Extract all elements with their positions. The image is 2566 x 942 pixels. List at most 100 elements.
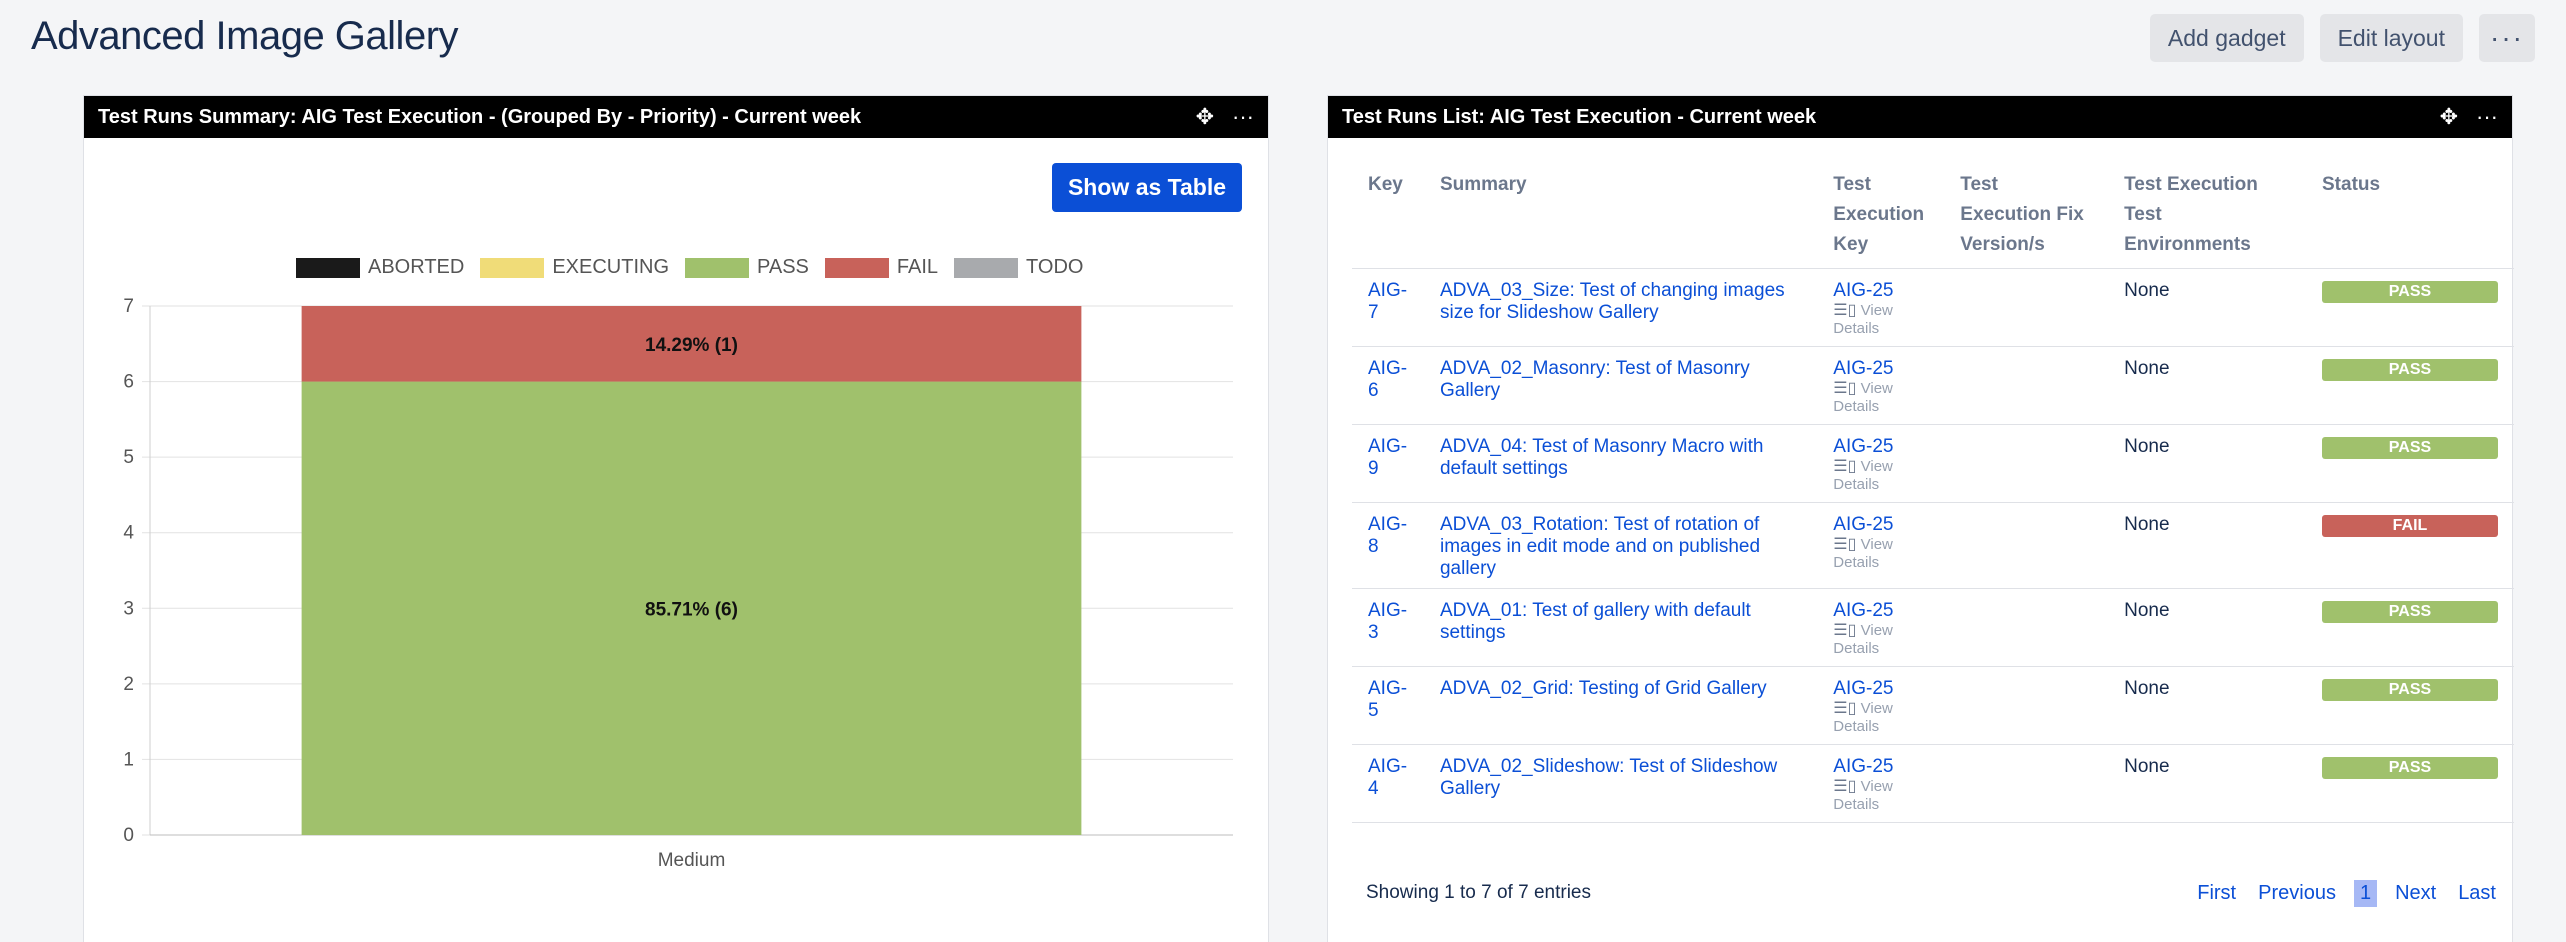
entries-info: Showing 1 to 7 of 7 entries [1366, 882, 1591, 903]
test-summary-link[interactable]: ADVA_01: Test of gallery with default se… [1439, 600, 1751, 643]
details-icon: ☰▯ [1833, 536, 1857, 553]
fix-version-cell [1944, 666, 2109, 745]
y-tick-label: 5 [123, 447, 134, 468]
view-details-link[interactable]: ☰▯ View Details [1833, 622, 1928, 658]
more-actions-button[interactable]: ··· [2479, 14, 2535, 62]
fix-version-cell [1944, 588, 2109, 667]
pager-first[interactable]: First [2197, 882, 2237, 904]
bar-chart: 0 1 2 3 4 5 6 7 85.71% (6) 14.29% (1) Medium [123, 296, 1233, 871]
pagination: First Previous 1 Next Last [2193, 880, 2500, 907]
move-icon[interactable]: ✥ [2439, 104, 2459, 129]
column-header-summary[interactable]: Summary [1439, 174, 1527, 195]
y-tick-label: 2 [123, 674, 134, 695]
environment-cell: None [2108, 346, 2306, 425]
environment-cell: None [2108, 588, 2306, 667]
pager-next[interactable]: Next [2395, 882, 2437, 904]
legend-label: FAIL [896, 256, 939, 278]
test-run-key-link[interactable]: AIG-8 [1368, 514, 1408, 557]
add-gadget-button[interactable]: Add gadget [2149, 14, 2304, 62]
legend-item[interactable]: ABORTED [296, 256, 464, 279]
data-label: 14.29% (1) [645, 335, 738, 356]
view-details-link[interactable]: ☰▯ View Details [1833, 380, 1928, 416]
test-summary-link[interactable]: ADVA_03_Size: Test of changing images si… [1439, 280, 1785, 323]
status-badge: PASS [2322, 281, 2498, 303]
test-summary-link[interactable]: ADVA_04: Test of Masonry Macro with defa… [1439, 436, 1764, 479]
status-badge: PASS [2322, 757, 2498, 779]
bar-segment-pass [301, 381, 1082, 835]
table-row: AIG-4 ADVA_02_Slideshow: Test of Slidesho… [1352, 744, 2514, 823]
test-run-key-link[interactable]: AIG-7 [1368, 280, 1408, 323]
table-row: AIG-3 ADVA_01: Test of gallery with defau… [1352, 588, 2514, 667]
test-run-key-link[interactable]: AIG-5 [1368, 678, 1408, 721]
legend-item[interactable]: TODO [954, 256, 1083, 279]
view-details-link[interactable]: ☰▯ View Details [1833, 536, 1928, 572]
column-header-fix-version[interactable]: Test Execution Fix Version/s [1960, 174, 2084, 255]
pager-last[interactable]: Last [2458, 882, 2496, 904]
environment-cell: None [2108, 268, 2306, 347]
details-icon: ☰▯ [1833, 700, 1857, 717]
legend-swatch [824, 257, 889, 278]
test-summary-link[interactable]: ADVA_02_Grid: Testing of Grid Gallery [1439, 678, 1767, 699]
view-details-label: View Details [1833, 380, 1893, 415]
status-badge: PASS [2322, 601, 2498, 623]
gadget-title: Test Runs Summary: AIG Test Execution - … [98, 105, 862, 128]
execution-key-link[interactable]: AIG-25 [1833, 280, 1894, 301]
y-tick-label: 3 [123, 598, 134, 619]
legend-swatch [480, 257, 545, 278]
view-details-link[interactable]: ☰▯ View Details [1833, 458, 1928, 494]
chart-legend: ABORTED EXECUTING PASS FAIL TODO [296, 256, 1083, 279]
legend-item[interactable]: EXECUTING [480, 256, 669, 279]
view-details-link[interactable]: ☰▯ View Details [1833, 778, 1928, 814]
details-icon: ☰▯ [1833, 778, 1857, 795]
more-icon[interactable]: ··· [2476, 104, 2498, 129]
view-details-label: View Details [1833, 700, 1893, 735]
execution-key-link[interactable]: AIG-25 [1833, 678, 1894, 699]
execution-key-link[interactable]: AIG-25 [1833, 436, 1894, 457]
test-summary-link[interactable]: ADVA_02_Slideshow: Test of Slideshow Gal… [1439, 756, 1778, 799]
pager-current-page[interactable]: 1 [2353, 880, 2378, 907]
y-tick-label: 1 [123, 749, 134, 770]
test-run-key-link[interactable]: AIG-6 [1368, 358, 1408, 401]
legend-item[interactable]: FAIL [824, 256, 939, 279]
column-header-environments[interactable]: Test Execution Test Environments [2124, 174, 2258, 255]
y-tick-label: 4 [123, 523, 134, 544]
execution-key-link[interactable]: AIG-25 [1833, 600, 1894, 621]
test-run-key-link[interactable]: AIG-9 [1368, 436, 1408, 479]
more-icon[interactable]: ··· [1232, 104, 1254, 129]
view-details-link[interactable]: ☰▯ View Details [1833, 302, 1928, 338]
table-row: AIG-9 ADVA_04: Test of Masonry Macro with… [1352, 424, 2514, 503]
legend-label: EXECUTING [552, 256, 670, 278]
data-label: 85.71% (6) [645, 599, 738, 620]
column-header-status[interactable]: Status [2322, 174, 2381, 195]
environment-cell: None [2108, 666, 2306, 745]
column-header-key[interactable]: Key [1368, 174, 1403, 195]
move-icon[interactable]: ✥ [1195, 104, 1215, 129]
status-badge: PASS [2322, 679, 2498, 701]
execution-key-link[interactable]: AIG-25 [1833, 358, 1894, 379]
status-badge: FAIL [2322, 515, 2498, 537]
table-row: AIG-7 ADVA_03_Size: Test of changing imag… [1352, 268, 2514, 347]
execution-key-link[interactable]: AIG-25 [1833, 514, 1894, 535]
status-badge: PASS [2322, 359, 2498, 381]
y-tick-label: 0 [123, 825, 134, 846]
view-details-link[interactable]: ☰▯ View Details [1833, 700, 1928, 736]
gadget-title: Test Runs List: AIG Test Execution - Cur… [1342, 105, 1817, 128]
page-actions: Add gadget Edit layout ··· [2149, 14, 2535, 62]
column-header-execution-key[interactable]: Test Execution Key [1833, 174, 1925, 255]
test-runs-summary-gadget: Test Runs Summary: AIG Test Execution - … [83, 95, 1269, 942]
show-as-table-button[interactable]: Show as Table [1052, 163, 1242, 212]
test-run-key-link[interactable]: AIG-3 [1368, 600, 1408, 643]
details-icon: ☰▯ [1833, 380, 1857, 397]
execution-key-link[interactable]: AIG-25 [1833, 756, 1894, 777]
table-row: AIG-5 ADVA_02_Grid: Testing of Grid Galle… [1352, 666, 2514, 745]
table-row: AIG-6 ADVA_02_Masonry: Test of Masonry Ga… [1352, 346, 2514, 425]
environment-cell: None [2108, 502, 2306, 589]
edit-layout-button[interactable]: Edit layout [2319, 14, 2463, 62]
test-summary-link[interactable]: ADVA_03_Rotation: Test of rotation of im… [1439, 514, 1761, 579]
test-run-key-link[interactable]: AIG-4 [1368, 756, 1408, 799]
legend-item[interactable]: PASS [685, 256, 809, 279]
pager-previous[interactable]: Previous [2258, 882, 2336, 904]
details-icon: ☰▯ [1833, 302, 1857, 319]
test-summary-link[interactable]: ADVA_02_Masonry: Test of Masonry Gallery [1439, 358, 1750, 401]
view-details-label: View Details [1833, 536, 1893, 571]
